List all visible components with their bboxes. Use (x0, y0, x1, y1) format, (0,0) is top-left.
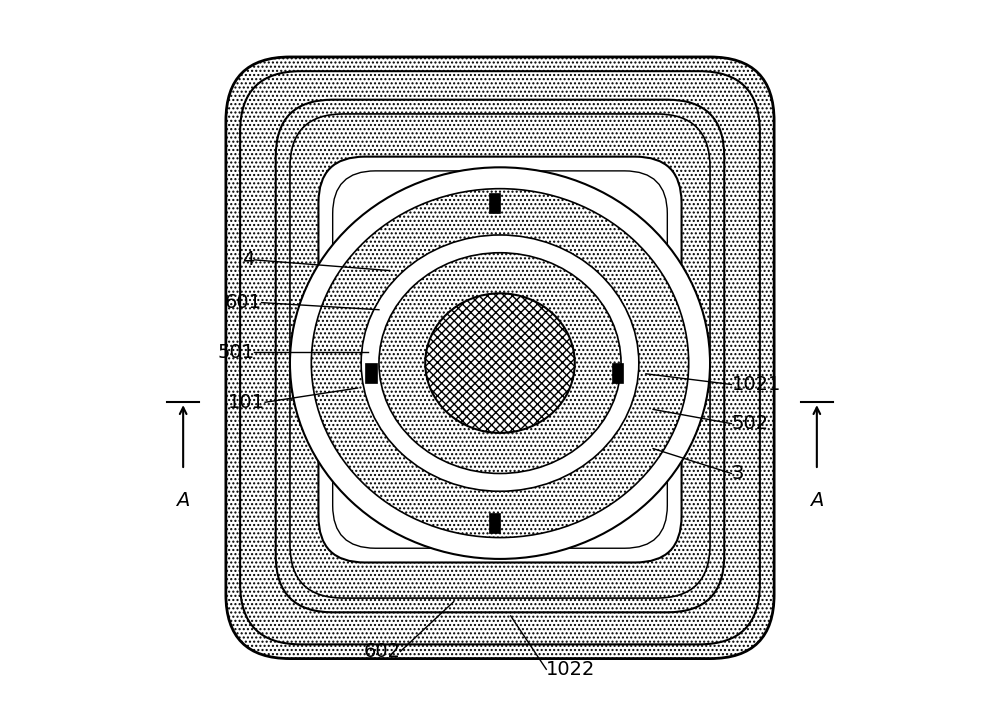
Text: A: A (810, 491, 824, 511)
Text: A: A (176, 491, 190, 511)
Ellipse shape (361, 235, 639, 491)
FancyBboxPatch shape (226, 57, 774, 659)
Bar (612, 363, 623, 383)
Text: 502: 502 (731, 414, 769, 433)
Text: 101: 101 (228, 393, 265, 412)
Text: 3: 3 (731, 464, 744, 483)
Text: 501: 501 (217, 343, 254, 362)
Text: 1022: 1022 (546, 660, 596, 679)
Bar (489, 513, 500, 533)
Text: 4: 4 (242, 251, 254, 269)
FancyBboxPatch shape (276, 100, 724, 612)
Text: 1021: 1021 (731, 375, 781, 394)
Bar (365, 363, 377, 383)
Ellipse shape (425, 293, 575, 433)
Text: 601: 601 (224, 293, 261, 312)
Ellipse shape (290, 167, 710, 559)
Text: 602: 602 (363, 642, 400, 661)
FancyBboxPatch shape (318, 157, 682, 562)
Bar (489, 193, 500, 213)
